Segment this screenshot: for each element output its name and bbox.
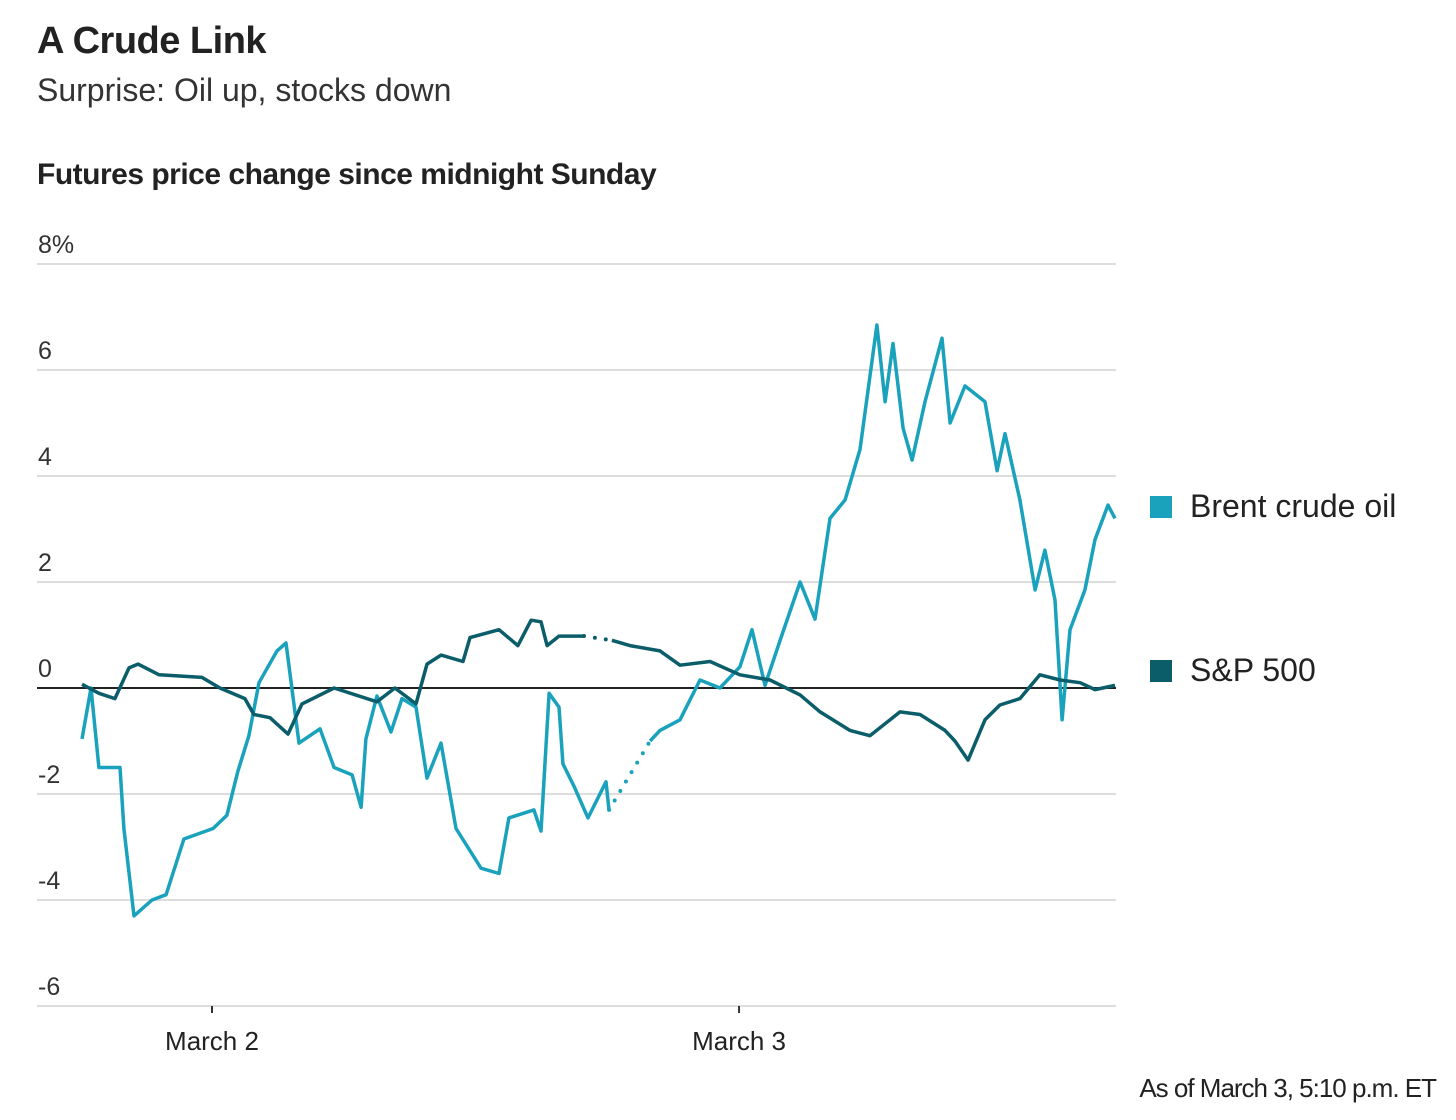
legend-label-sp500: S&P 500 bbox=[1190, 652, 1316, 688]
legend-label-brent: Brent crude oil bbox=[1190, 488, 1397, 524]
y-tick-label: -4 bbox=[38, 867, 60, 895]
y-tick-label: 4 bbox=[38, 443, 52, 471]
y-tick-label: -2 bbox=[38, 761, 60, 789]
legend-item-sp500: S&P 500 bbox=[1150, 652, 1316, 689]
sp500-gap-dotted bbox=[582, 634, 614, 643]
chart-subtitle: Surprise: Oil up, stocks down bbox=[37, 72, 452, 108]
sp500-line bbox=[611, 638, 1116, 762]
brent-gap-dotted bbox=[607, 739, 653, 812]
y-tick-label: 2 bbox=[38, 549, 52, 577]
y-tick-label: -6 bbox=[38, 973, 60, 1001]
brent-line bbox=[80, 641, 611, 918]
legend-swatch-sp500 bbox=[1150, 659, 1172, 682]
y-tick-label: 6 bbox=[38, 337, 52, 365]
chart-headline: A Crude Link bbox=[37, 20, 267, 62]
y-tick-labels: 8% 6 4 2 0 -2 -4 -6 bbox=[38, 231, 74, 1001]
y-tick-label: 8% bbox=[38, 231, 74, 259]
legend-item-brent: Brent crude oil bbox=[1150, 488, 1396, 525]
x-tick-label: March 2 bbox=[165, 1026, 259, 1056]
y-tick-label: 0 bbox=[38, 655, 52, 683]
sp500-line bbox=[81, 618, 584, 736]
timestamp-note: As of March 3, 5:10 p.m. ET bbox=[1139, 1073, 1437, 1103]
x-tick-label: March 3 bbox=[692, 1026, 786, 1056]
chart-title: Futures price change since midnight Sund… bbox=[37, 158, 657, 191]
brent-line bbox=[648, 323, 1117, 743]
x-ticks: March 2 March 3 bbox=[165, 1006, 786, 1056]
legend-swatch-brent bbox=[1150, 495, 1172, 518]
series-lines bbox=[80, 323, 1117, 918]
